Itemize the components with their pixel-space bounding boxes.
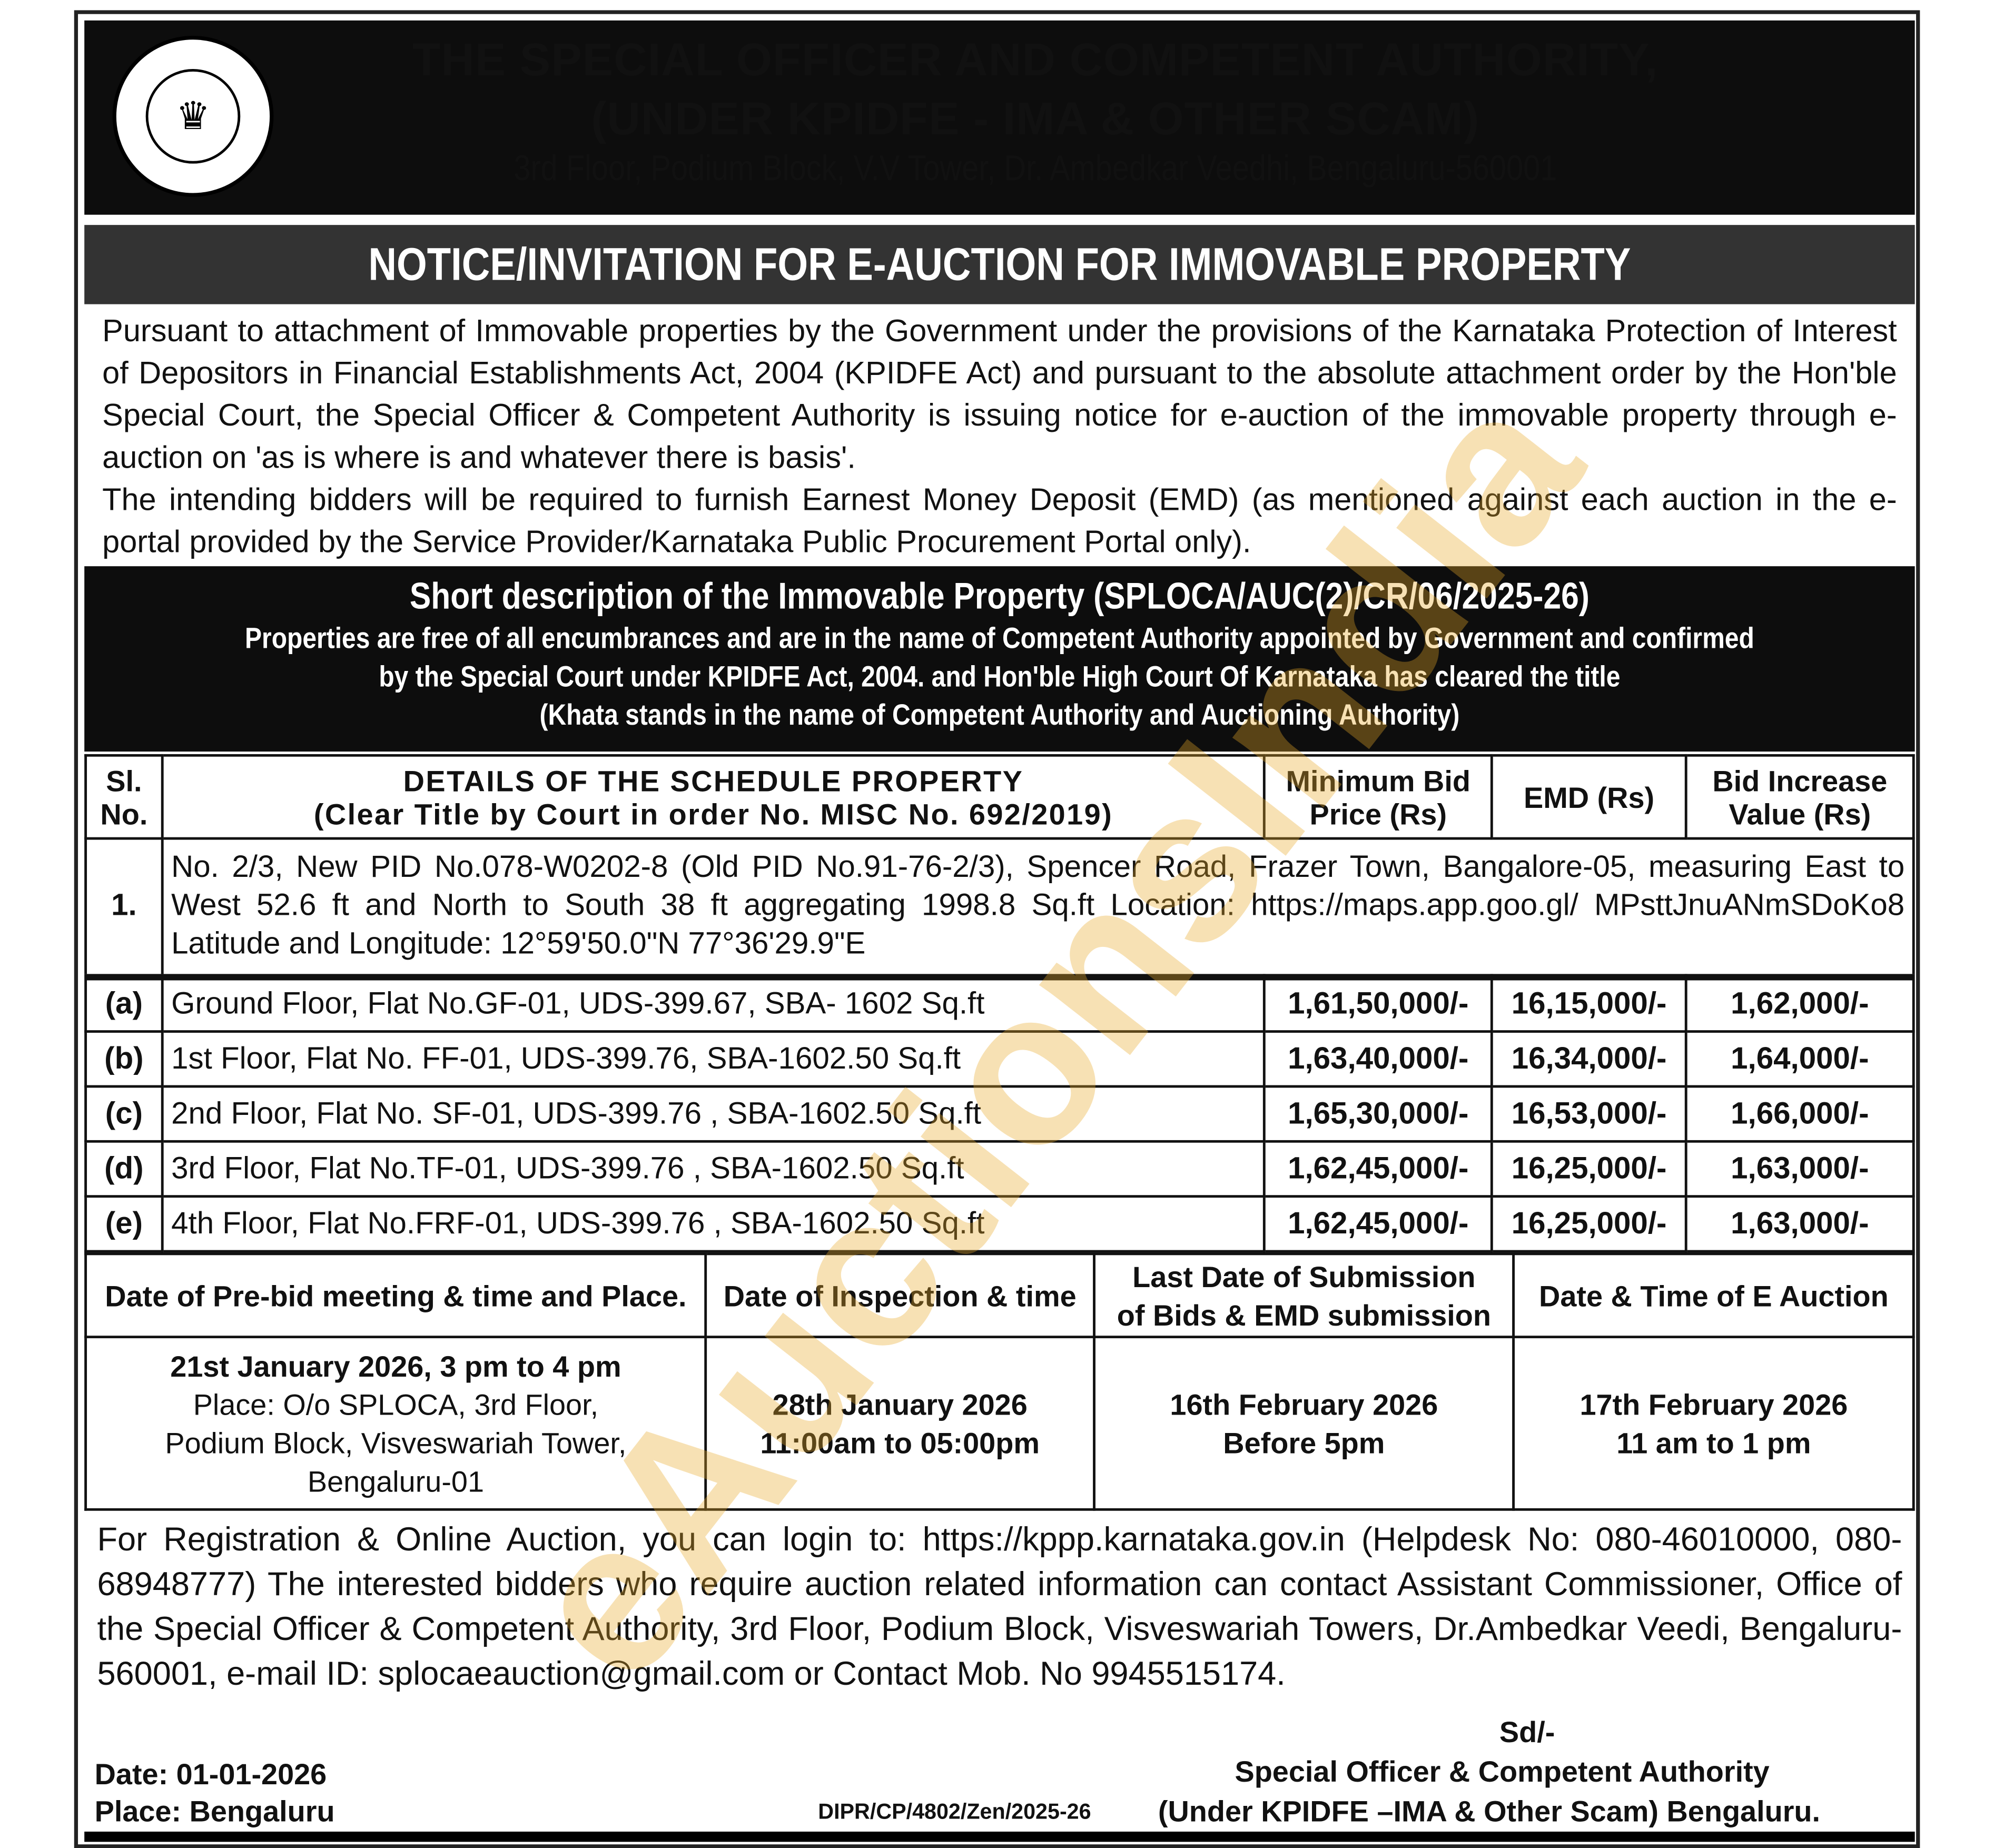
row-emd: 16,25,000/- <box>1490 1140 1687 1198</box>
property-row: 1. No. 2/3, New PID No.078-W0202-8 (Old … <box>84 837 1915 978</box>
row-sl: (a) <box>84 975 164 1033</box>
header-bid-increase: Bid Increase Value (Rs) <box>1685 754 1915 840</box>
row-emd: 16,15,000/- <box>1490 975 1687 1033</box>
row-emd: 16,34,000/- <box>1490 1030 1687 1088</box>
prebid-details: 21st January 2026, 3 pm to 4 pm Place: O/… <box>84 1336 707 1511</box>
row-min-bid: 1,62,45,000/- <box>1263 1140 1494 1198</box>
header-submission: Last Date of Submission of Bids & EMD sub… <box>1092 1252 1516 1339</box>
header-title-line1: THE SPECIAL OFFICER AND COMPETENT AUTHOR… <box>412 33 1659 86</box>
dates-values-row: 21st January 2026, 3 pm to 4 pm Place: O/… <box>84 1336 1915 1511</box>
short-description-title: Short description of the Immovable Prope… <box>409 576 1590 618</box>
row-sl: (c) <box>84 1085 164 1143</box>
karnataka-emblem-logo: ♛ <box>112 35 274 197</box>
property-description: No. 2/3, New PID No.078-W0202-8 (Old PID… <box>161 837 1915 978</box>
row-description: 2nd Floor, Flat No. SF-01, UDS-399.76 , … <box>161 1085 1266 1143</box>
table-row: (a) Ground Floor, Flat No.GF-01, UDS-399.… <box>84 975 1915 1033</box>
header-inspection: Date of Inspection & time <box>704 1252 1095 1339</box>
row-description: Ground Floor, Flat No.GF-01, UDS-399.67,… <box>161 975 1266 1033</box>
header-min-bid: Minimum Bid Price (Rs) <box>1263 754 1494 840</box>
intro-paragraph-1: Pursuant to attachment of Immovable prop… <box>102 314 1897 476</box>
row-sl: (d) <box>84 1140 164 1198</box>
property-sl: 1. <box>84 837 164 978</box>
row-bid-increase: 1,64,000/- <box>1685 1030 1915 1088</box>
row-description: 1st Floor, Flat No. FF-01, UDS-399.76, S… <box>161 1030 1266 1088</box>
table-row: (b) 1st Floor, Flat No. FF-01, UDS-399.76… <box>84 1030 1915 1088</box>
notice-title: NOTICE/INVITATION FOR E-AUCTION FOR IMMO… <box>368 238 1631 290</box>
row-sl: (b) <box>84 1030 164 1088</box>
emblem-icon: ♛ <box>145 69 241 164</box>
auction-details: 17th February 2026 11 am to 1 pm <box>1513 1336 1915 1511</box>
header-details: DETAILS OF THE SCHEDULE PROPERTY (Clear T… <box>161 754 1266 840</box>
notice-date: Date: 01-01-2026 <box>94 1757 327 1791</box>
table-row: (e) 4th Floor, Flat No.FRF-01, UDS-399.76… <box>84 1195 1915 1253</box>
dates-header-row: Date of Pre-bid meeting & time and Place… <box>84 1252 1915 1339</box>
header-auction: Date & Time of E Auction <box>1513 1252 1915 1339</box>
table-row: (d) 3rd Floor, Flat No.TF-01, UDS-399.76 … <box>84 1140 1915 1198</box>
row-sl: (e) <box>84 1195 164 1253</box>
row-min-bid: 1,65,30,000/- <box>1263 1085 1494 1143</box>
notice-banner: NOTICE/INVITATION FOR E-AUCTION FOR IMMO… <box>84 225 1915 304</box>
header-address: 3rd Floor, Podium Block, V.V Tower, Dr. … <box>514 148 1557 188</box>
intro-paragraph-2: The intending bidders will be required t… <box>102 483 1897 560</box>
signatory-office: (Under KPIDFE –IMA & Other Scam) Bengalu… <box>1158 1794 1821 1828</box>
row-bid-increase: 1,63,000/- <box>1685 1195 1915 1253</box>
row-emd: 16,53,000/- <box>1490 1085 1687 1143</box>
header-title-line2: (UNDER KPIDFE - IMA & OTHER SCAM) <box>591 92 1480 145</box>
signatory-title: Special Officer & Competent Authority <box>1235 1755 1770 1788</box>
submission-details: 16th February 2026 Before 5pm <box>1092 1336 1516 1511</box>
header-prebid: Date of Pre-bid meeting & time and Place… <box>84 1252 707 1339</box>
row-min-bid: 1,62,45,000/- <box>1263 1195 1494 1253</box>
row-description: 3rd Floor, Flat No.TF-01, UDS-399.76 , S… <box>161 1140 1266 1198</box>
table-header-row: Sl. No. DETAILS OF THE SCHEDULE PROPERTY(… <box>84 754 1915 840</box>
dates-table: Date of Pre-bid meeting & time and Place… <box>84 1252 1915 1511</box>
table-row: (c) 2nd Floor, Flat No. SF-01, UDS-399.76… <box>84 1085 1915 1143</box>
short-description-line3: (Khata stands in the name of Competent A… <box>539 698 1460 732</box>
intro-text: Pursuant to attachment of Immovable prop… <box>102 311 1897 564</box>
notice-place: Place: Bengaluru <box>94 1794 335 1828</box>
header-sl: Sl. No. <box>84 754 164 840</box>
sd-mark: Sd/- <box>1499 1715 1555 1749</box>
row-emd: 16,25,000/- <box>1490 1195 1687 1253</box>
row-bid-increase: 1,66,000/- <box>1685 1085 1915 1143</box>
row-bid-increase: 1,63,000/- <box>1685 1140 1915 1198</box>
reference-number: DIPR/CP/4802/Zen/2025-26 <box>818 1800 1091 1824</box>
property-table: Sl. No. DETAILS OF THE SCHEDULE PROPERTY(… <box>84 754 1915 1253</box>
inspection-details: 28th January 2026 11:00am to 05:00pm <box>704 1336 1095 1511</box>
row-min-bid: 1,63,40,000/- <box>1263 1030 1494 1088</box>
short-description-block: Short description of the Immovable Prope… <box>84 566 1915 752</box>
short-description-line1: Properties are free of all encumbrances … <box>245 621 1754 655</box>
page-border <box>74 10 1920 1848</box>
header-block <box>84 20 1915 215</box>
registration-info: For Registration & Online Auction, you c… <box>97 1519 1902 1693</box>
row-description: 4th Floor, Flat No.FRF-01, UDS-399.76 , … <box>161 1195 1266 1253</box>
short-description-line2: by the Special Court under KPIDFE Act, 2… <box>379 659 1621 693</box>
row-min-bid: 1,61,50,000/- <box>1263 975 1494 1033</box>
bottom-rule <box>84 1831 1915 1842</box>
row-bid-increase: 1,62,000/- <box>1685 975 1915 1033</box>
header-emd: EMD (Rs) <box>1490 754 1687 840</box>
